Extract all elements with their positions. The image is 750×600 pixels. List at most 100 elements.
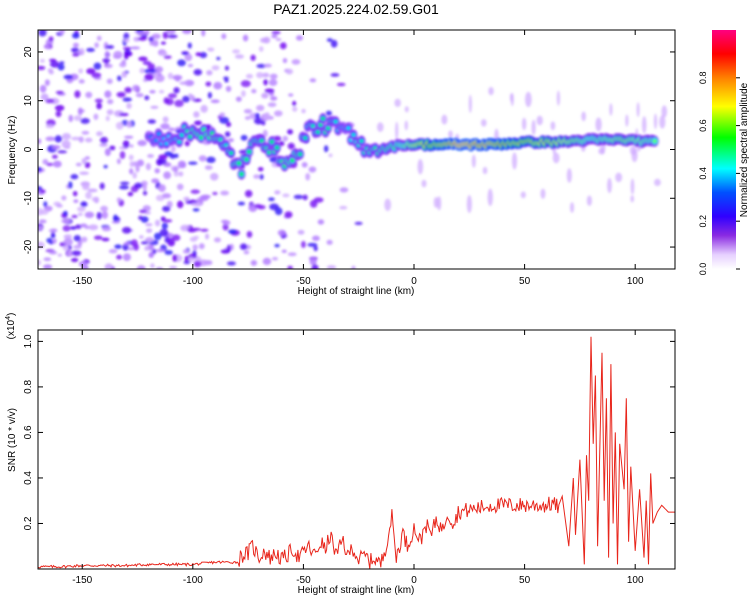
spectrogram-noise-blob xyxy=(40,93,49,101)
spectrogram-noise-blob xyxy=(75,162,82,167)
spectrogram-noise-blob xyxy=(192,207,200,212)
spectrogram-noise-blob xyxy=(159,51,168,56)
spectrogram-noise-blob xyxy=(116,254,123,260)
spectrogram-noise-blob xyxy=(257,167,264,172)
spectrogram-noise-blob xyxy=(144,95,150,101)
spectrogram-noise-blob xyxy=(287,142,295,150)
spectrogram-noise-blob xyxy=(59,61,65,65)
spectrogram-noise-blob xyxy=(151,33,161,40)
spectrogram-noise-blob xyxy=(63,234,72,240)
spectrogram-noise-blob xyxy=(174,99,184,108)
spectrogram-noise-blob xyxy=(326,38,333,42)
spectrogram-noise-blob xyxy=(140,216,149,223)
spectrogram-x-tick-label: 100 xyxy=(627,276,644,287)
spectrogram-noise-blob xyxy=(227,138,234,143)
spectrogram-noise-blob xyxy=(311,264,319,269)
spectrogram-x-tick-label: -150 xyxy=(72,276,92,287)
spectrogram-noise-blob xyxy=(104,148,111,157)
spectrogram-noise-blob xyxy=(609,103,613,116)
spectrogram-noise-blob xyxy=(147,63,156,71)
spectrogram-noise-blob xyxy=(253,117,264,125)
colorbar-tick-label: 0.8 xyxy=(698,72,708,85)
spectrogram-noise-blob xyxy=(111,220,121,224)
spectrogram-noise-blob xyxy=(123,46,132,51)
spectrogram-noise-blob xyxy=(525,91,532,108)
spectrogram-noise-blob xyxy=(55,110,62,118)
spectrogram-noise-blob xyxy=(287,265,293,269)
spectrogram-noise-blob xyxy=(157,158,167,165)
spectrogram-x-tick-label: 50 xyxy=(519,276,531,287)
spectrogram-noise-blob xyxy=(192,249,197,257)
spectrogram-noise-blob xyxy=(172,254,178,262)
spectrogram-noise-blob xyxy=(281,249,287,253)
spectrogram-noise-blob xyxy=(235,96,242,102)
spectrogram-noise-blob xyxy=(219,112,226,117)
spectrogram-noise-blob xyxy=(191,202,202,207)
spectrogram-ridge-cell xyxy=(236,161,241,165)
spectrogram-noise-blob xyxy=(177,160,187,169)
spectrogram-noise-blob xyxy=(279,42,287,50)
spectrogram-noise-blob xyxy=(145,162,152,171)
spectrogram-noise-blob xyxy=(152,248,157,255)
spectrogram-noise-blob xyxy=(246,231,253,238)
spectrogram-noise-blob xyxy=(210,99,220,104)
spectrogram-noise-blob xyxy=(261,92,269,99)
spectrogram-noise-blob xyxy=(139,235,144,239)
spectrogram-noise-blob xyxy=(330,39,338,48)
spectrogram-noise-blob xyxy=(126,102,132,109)
spectrogram-noise-blob xyxy=(158,154,168,160)
spectrogram-noise-blob xyxy=(274,243,280,248)
spectrogram-noise-blob xyxy=(106,78,113,85)
spectrogram-noise-blob xyxy=(78,79,85,84)
spectrogram-noise-blob xyxy=(297,229,305,235)
spectrogram-noise-blob xyxy=(126,121,132,128)
spectrogram-y-label: Frequency (Hz) xyxy=(7,116,18,185)
spectrogram-noise-blob xyxy=(184,53,193,62)
spectrogram-noise-blob xyxy=(50,60,60,68)
spectrogram-noise-blob xyxy=(164,250,173,255)
spectrogram-ridge-cell xyxy=(269,140,274,144)
spectrogram-ridge-cell xyxy=(315,130,320,134)
spectrogram-ridge-cell xyxy=(274,145,279,150)
spectrogram-noise-blob xyxy=(108,248,118,254)
spectrogram-noise-blob xyxy=(207,92,213,99)
spectrogram-ridge-cell xyxy=(351,133,356,137)
spectrogram-noise-blob xyxy=(135,92,144,98)
spectrogram-noise-blob xyxy=(188,93,193,97)
spectrogram-noise-blob xyxy=(181,30,192,34)
spectrogram-noise-blob xyxy=(100,136,108,144)
spectrogram-noise-blob xyxy=(68,181,73,189)
spectrogram-noise-blob xyxy=(163,219,173,223)
spectrogram-noise-blob xyxy=(189,236,198,242)
spectrogram-noise-blob xyxy=(245,73,253,79)
spectrogram-noise-blob xyxy=(193,69,203,76)
spectrogram-noise-blob xyxy=(421,179,427,188)
spectrogram-noise-blob xyxy=(384,198,392,211)
spectrogram-noise-blob xyxy=(45,124,55,129)
spectrogram-noise-blob xyxy=(94,98,103,103)
spectrogram-noise-blob xyxy=(48,250,58,255)
spectrogram-noise-blob xyxy=(586,195,592,206)
spectrogram-noise-blob xyxy=(169,153,176,159)
spectrogram-noise-blob xyxy=(104,263,114,269)
spectrogram-noise-blob xyxy=(184,255,190,262)
spectrogram-noise-blob xyxy=(45,98,55,104)
spectrogram-noise-blobs xyxy=(38,30,668,269)
spectrogram-noise-blob xyxy=(154,219,161,227)
spectrogram-noise-blob xyxy=(38,259,42,266)
spectrogram-noise-blob xyxy=(132,172,137,179)
spectrogram-noise-blob xyxy=(264,88,275,94)
spectrogram-noise-blob xyxy=(313,245,318,252)
spectrogram-noise-blob xyxy=(284,211,293,219)
spectrogram-noise-blob xyxy=(200,104,208,113)
spectrogram-noise-blob xyxy=(136,159,145,167)
spectrogram-noise-blob xyxy=(182,196,190,201)
spectrogram-noise-blob xyxy=(268,197,275,202)
spectrogram-noise-blob xyxy=(123,51,129,60)
spectrogram-noise-blob xyxy=(291,58,301,65)
spectrogram-noise-blob xyxy=(184,79,195,87)
spectrogram-noise-blob xyxy=(39,84,47,93)
spectrogram-noise-blob xyxy=(328,153,333,158)
spectrogram-noise-blob xyxy=(253,174,260,179)
spectrogram-noise-blob xyxy=(256,104,265,112)
